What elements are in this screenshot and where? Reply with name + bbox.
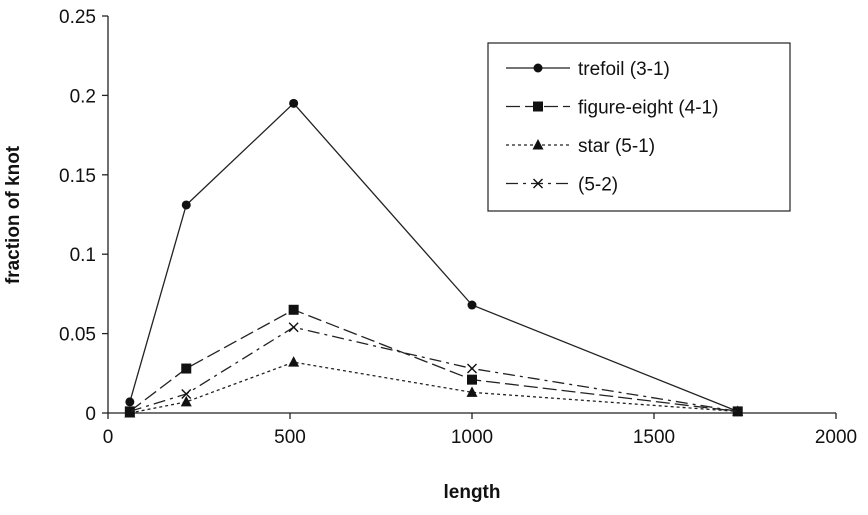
series-2 <box>124 356 744 418</box>
data-point <box>288 304 299 315</box>
data-point <box>467 363 477 374</box>
data-point <box>732 406 743 417</box>
legend-marker <box>533 63 543 73</box>
legend-label: (5-2) <box>578 175 618 196</box>
data-point <box>181 200 191 210</box>
legend-label: trefoil (3-1) <box>578 59 670 80</box>
y-tick-label: 0 <box>85 404 96 425</box>
series-1 <box>124 304 743 417</box>
x-tick-label: 1500 <box>633 427 675 448</box>
legend-marker <box>533 178 543 189</box>
data-point <box>181 388 192 399</box>
x-tick-label: 2000 <box>815 427 857 448</box>
y-tick-label: 0.1 <box>70 245 96 266</box>
y-axis-title: fraction of knot <box>3 145 24 284</box>
data-point <box>180 395 192 407</box>
series-layer <box>124 98 744 418</box>
legend-label: figure-eight (4-1) <box>578 98 718 119</box>
data-point <box>466 386 478 397</box>
data-point <box>125 397 135 407</box>
x-tick-label: 0 <box>103 427 114 448</box>
y-tick-label: 0.15 <box>59 166 96 187</box>
legend-marker <box>533 101 543 112</box>
series-3 <box>124 322 743 417</box>
x-tick-label: 1000 <box>451 427 493 448</box>
data-point <box>288 322 299 333</box>
legend-label: star (5-1) <box>578 136 655 157</box>
axes: 0 0.05 0.1 0.15 0.2 0.25 0 500 1000 1500 2000 <box>59 7 857 448</box>
legend-item: trefoil (3-1) <box>506 59 670 80</box>
y-tick-label: 0.25 <box>59 7 96 28</box>
series-line <box>129 309 738 413</box>
legend-item: figure-eight (4-1) <box>506 98 718 119</box>
data-point <box>289 98 299 108</box>
data-point <box>124 406 135 417</box>
x-tick-label: 500 <box>274 427 306 448</box>
legend-item: star (5-1) <box>506 136 655 157</box>
data-point <box>181 363 192 374</box>
data-point <box>467 300 477 310</box>
legend: trefoil (3-1) figure-eight (4-1) star (5-1… <box>487 42 791 212</box>
series-line <box>129 361 738 414</box>
series-line <box>129 326 738 413</box>
data-point <box>288 356 300 367</box>
x-axis-title: length <box>444 482 501 503</box>
y-tick-label: 0.2 <box>70 86 96 107</box>
legend-marker <box>532 139 544 150</box>
legend-item: (5-2) <box>506 175 618 196</box>
y-tick-label: 0.05 <box>59 325 96 346</box>
data-point <box>467 374 477 385</box>
